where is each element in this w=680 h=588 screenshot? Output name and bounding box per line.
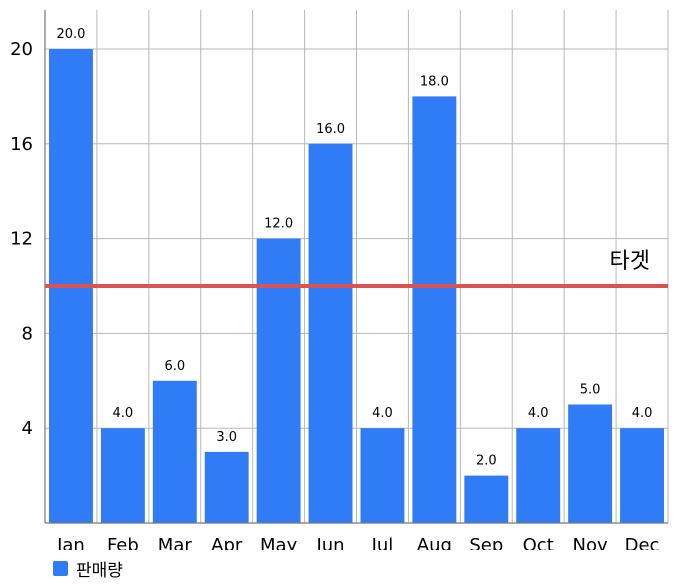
y-tick-label: 16 bbox=[10, 134, 33, 155]
y-tick-label: 12 bbox=[10, 229, 33, 250]
y-tick-label: 20 bbox=[10, 39, 33, 60]
x-tick-label: May bbox=[260, 535, 298, 550]
legend: 판매량 bbox=[53, 556, 123, 581]
bar-mar bbox=[152, 380, 197, 523]
y-tick-label: 8 bbox=[22, 323, 33, 344]
x-tick-label: Dec bbox=[625, 535, 660, 550]
data-label: 6.0 bbox=[164, 359, 185, 374]
x-tick-label: Aug bbox=[417, 535, 452, 550]
x-tick-label: Oct bbox=[523, 535, 554, 550]
bar-oct bbox=[516, 428, 561, 523]
bar-nov bbox=[568, 404, 613, 523]
x-tick-label: Sep bbox=[469, 535, 503, 550]
bar-apr bbox=[204, 451, 249, 523]
x-tick-label: Apr bbox=[211, 535, 243, 550]
bar-dec bbox=[620, 428, 664, 523]
bar-aug bbox=[412, 96, 457, 524]
data-label: 18.0 bbox=[420, 74, 449, 89]
data-label: 2.0 bbox=[476, 454, 497, 469]
data-label: 4.0 bbox=[632, 406, 653, 421]
data-label: 3.0 bbox=[216, 430, 237, 445]
x-tick-label: Feb bbox=[107, 535, 139, 550]
data-label: 4.0 bbox=[372, 406, 393, 421]
data-label: 20.0 bbox=[56, 27, 85, 42]
bar-feb bbox=[100, 428, 145, 523]
data-label: 5.0 bbox=[580, 383, 601, 398]
bar-chart: 20.0 4.0 6.0 3.0 12.0 16.0 4.0 18.0 2.0 4.0 5.0 4.0… bbox=[10, 10, 669, 550]
x-tick-label: Jun bbox=[315, 535, 344, 550]
data-label: 16.0 bbox=[316, 122, 345, 137]
data-label: 4.0 bbox=[113, 406, 134, 421]
x-tick-label: Jan bbox=[56, 535, 85, 550]
data-label: 12.0 bbox=[264, 217, 293, 232]
bar-may bbox=[256, 238, 301, 523]
x-tick-label: Jul bbox=[371, 535, 394, 550]
legend-label: 판매량 bbox=[76, 561, 123, 581]
x-tick-label: Nov bbox=[573, 535, 608, 550]
bar-jun bbox=[308, 143, 353, 524]
bar-sep bbox=[464, 475, 509, 523]
target-line-label: 타겟 bbox=[610, 249, 650, 274]
legend-swatch bbox=[53, 561, 68, 576]
bar-jul bbox=[360, 428, 405, 523]
x-tick-label: Mar bbox=[158, 535, 193, 550]
y-tick-label: 4 bbox=[22, 418, 33, 439]
data-label: 4.0 bbox=[528, 406, 549, 421]
